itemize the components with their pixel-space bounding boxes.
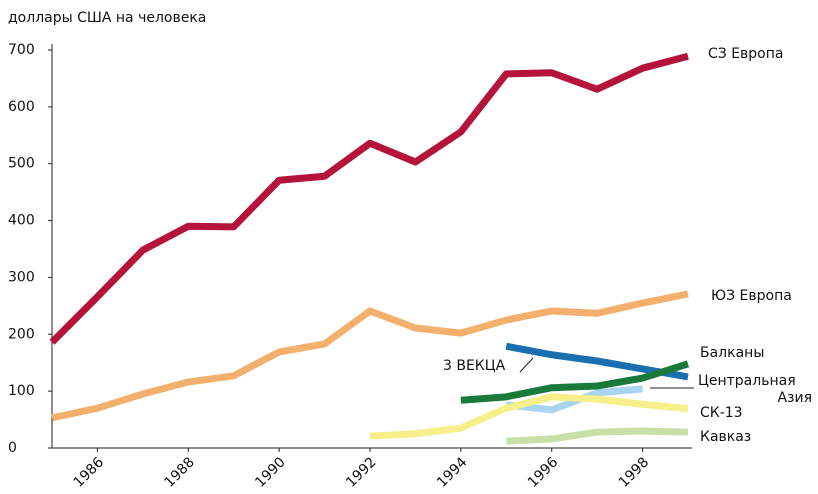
y-tick-label: 300 [8, 269, 35, 285]
series-line [460, 360, 690, 404]
y-tick-label: 200 [8, 326, 35, 342]
x-tick-label: 1990 [252, 454, 289, 491]
series-line [49, 52, 689, 345]
y-tick-label: 600 [8, 99, 35, 115]
y-axis-label: доллары США на человека [8, 10, 206, 26]
series-label: ЮЗ Европа [711, 288, 792, 304]
x-tick-label: 1996 [525, 454, 562, 491]
y-tick-label: 400 [8, 213, 35, 229]
series-label-line: Центральная [698, 373, 796, 389]
leader [519, 357, 534, 373]
series-label: 3 ВЕКЦА [443, 358, 506, 374]
x-tick-label: 1998 [616, 454, 653, 491]
y-tick-label: 100 [8, 383, 35, 399]
series-label: Балканы [700, 345, 764, 361]
y-tick-label: 700 [8, 42, 35, 58]
series-line [51, 290, 689, 422]
series-line [369, 393, 689, 440]
series-label: СЗ Европа [708, 46, 783, 62]
x-tick-label: 1994 [434, 454, 471, 491]
series-label-line: Азия [777, 390, 812, 406]
y-tick-label: 0 [8, 440, 17, 456]
x-tick-label: 1992 [343, 454, 380, 491]
x-tick-label: 1986 [71, 454, 108, 491]
y-tick-label: 500 [8, 156, 35, 172]
series-label: Кавказ [700, 429, 751, 445]
series-line [506, 427, 689, 445]
x-tick-label: 1988 [161, 454, 198, 491]
series-label: СК-13 [700, 405, 743, 421]
series-label: Центральная Азия [698, 373, 812, 406]
